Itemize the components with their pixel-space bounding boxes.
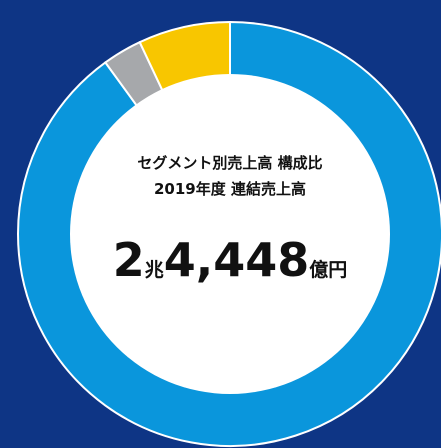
total-part: 4,448	[164, 233, 310, 287]
total-part: 2	[113, 233, 145, 287]
total-unit: 億円	[309, 258, 347, 281]
total-amount: 2兆4,448億円	[113, 233, 348, 287]
chart-subtitle: 2019年度 連結売上高	[154, 180, 306, 198]
chart-title: セグメント別売上高 構成比	[137, 154, 322, 172]
donut-hole	[70, 74, 390, 394]
total-unit: 兆	[145, 259, 164, 281]
